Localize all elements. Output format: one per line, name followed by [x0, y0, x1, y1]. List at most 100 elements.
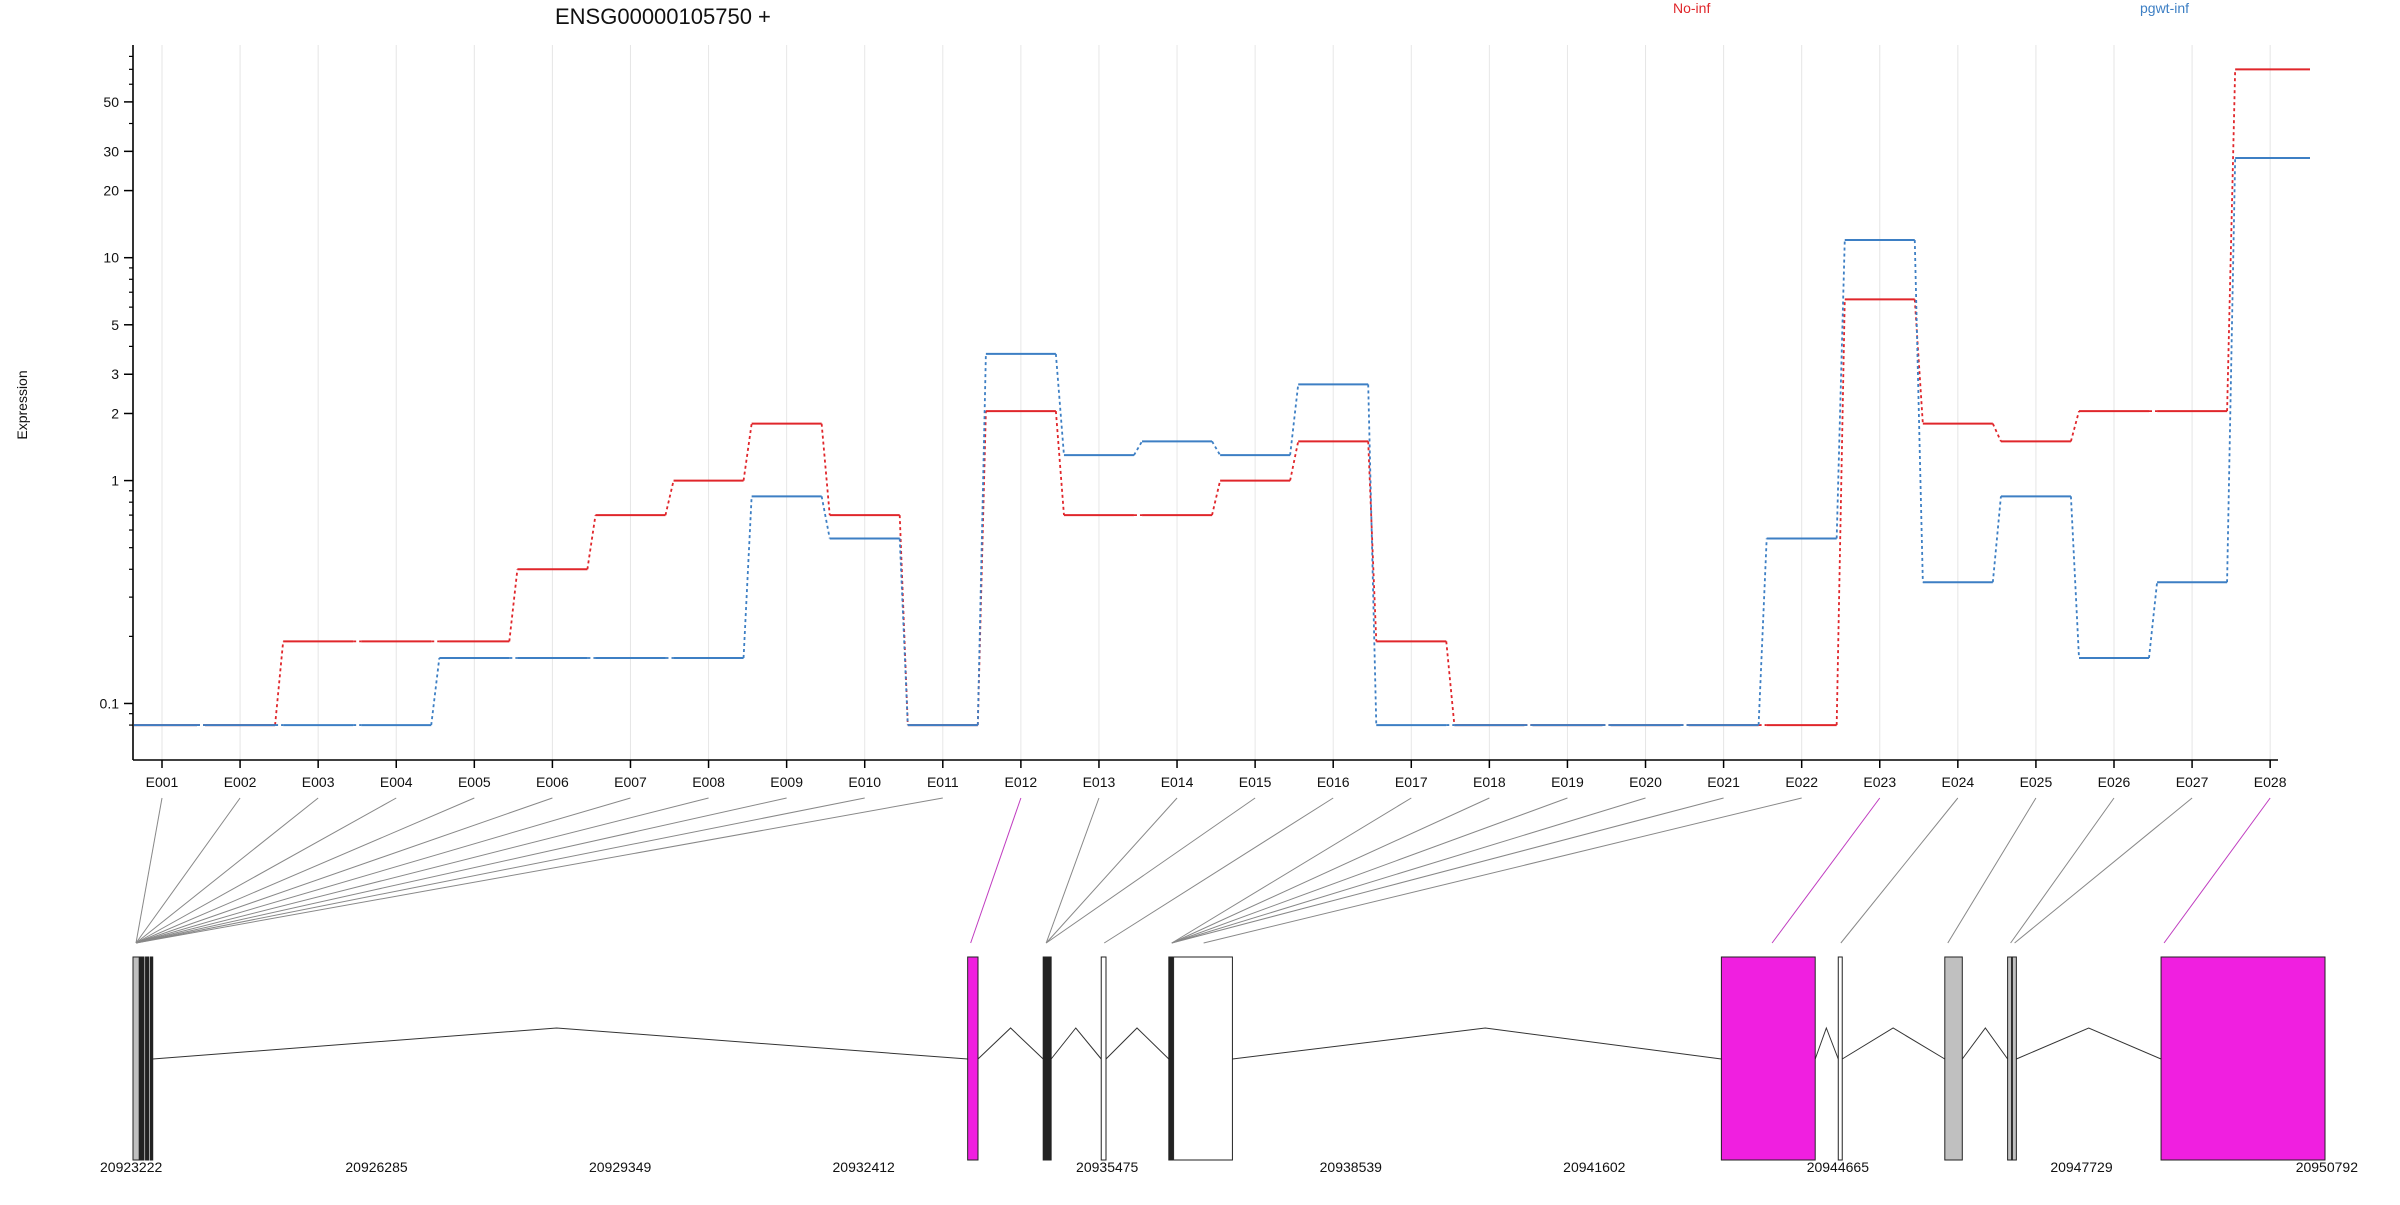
step-E010 [898, 538, 909, 726]
connector-E011 [135, 797, 943, 944]
x-tick-label: E007 [614, 774, 647, 790]
y-tick-label: 0.1 [100, 695, 120, 711]
x-tick-label: E014 [1161, 774, 1194, 790]
x-tick-label: E019 [1551, 774, 1584, 790]
intron-2 [1050, 1027, 1102, 1060]
connector-E014 [1045, 797, 1178, 944]
x-tick-label: E012 [1005, 774, 1038, 790]
connector-E026 [2010, 797, 2115, 944]
step-E024 [1991, 496, 2002, 583]
step-E008 [742, 496, 753, 659]
connector-E021 [1171, 797, 1724, 944]
genomic-tick-label: 20923222 [100, 1159, 163, 1175]
connector-E012 [970, 797, 1022, 944]
genomic-tick-label: 20929349 [589, 1159, 652, 1175]
connector-E002 [135, 797, 241, 944]
intron-1 [977, 1027, 1044, 1060]
x-tick-label: E008 [692, 774, 725, 790]
step-E025 [2070, 496, 2080, 659]
step-E017 [1445, 641, 1456, 726]
connector-E020 [1171, 797, 1646, 944]
x-tick-label: E010 [848, 774, 881, 790]
step-E007 [664, 480, 675, 516]
connector-E005 [135, 797, 475, 944]
exon-block-E009 [145, 956, 150, 1161]
exon-connectors [135, 797, 2271, 944]
step-E012 [1054, 353, 1065, 456]
step-E005 [508, 569, 519, 642]
connector-E013 [1045, 797, 1100, 944]
step-E002 [274, 641, 285, 726]
x-tick-label: E021 [1707, 774, 1740, 790]
step-E027 [2226, 158, 2237, 583]
x-tick-label: E011 [927, 774, 959, 790]
y-tick-label: 50 [103, 94, 119, 110]
x-tick-label: E022 [1785, 774, 1818, 790]
step-E023 [1913, 240, 1924, 583]
x-axis: E001 E002 E003 E004 E005 E006 E007 E008 E009 E010… [133, 759, 2287, 790]
step-E004 [430, 657, 441, 726]
exon-block-E011 [149, 956, 154, 1161]
series-pgwt-inf [134, 157, 2310, 727]
x-tick-label: E009 [770, 774, 803, 790]
x-tick-label: E027 [2176, 774, 2209, 790]
step-E024 [1992, 423, 2002, 442]
step-E009 [820, 423, 831, 516]
step-E025 [2070, 410, 2080, 442]
step-E021 [1757, 538, 1768, 726]
genomic-tick-label: 20947729 [2050, 1159, 2113, 1175]
exon-block-E002 [139, 956, 145, 1161]
x-tick-label: E004 [380, 774, 413, 790]
y-tick-label: 30 [103, 143, 119, 159]
intron-0 [152, 1027, 968, 1060]
x-tick-label: E028 [2254, 774, 2287, 790]
y-axis-label: Expression [14, 370, 30, 439]
exon-block-E015 [1100, 956, 1107, 1161]
step-E012 [1054, 411, 1065, 516]
exon-block-E013 [1042, 956, 1048, 1161]
connector-E009 [135, 797, 787, 944]
y-tick-label: 20 [103, 183, 119, 199]
legend-no-inf: No-inf [1673, 0, 1710, 16]
x-tick-label: E003 [302, 774, 335, 790]
connector-E015 [1045, 797, 1256, 944]
connector-E008 [135, 797, 709, 944]
x-tick-label: E002 [224, 774, 257, 790]
x-tick-label: E016 [1317, 774, 1350, 790]
exon-block-E024 [1837, 956, 1843, 1161]
y-tick-label: 5 [111, 317, 119, 333]
connector-E007 [135, 797, 631, 944]
exon-block-E017 [1173, 956, 1233, 1161]
genomic-tick-label: 20938539 [1320, 1159, 1383, 1175]
y-tick-label: 1 [111, 473, 119, 489]
step-E014 [1211, 480, 1221, 516]
connector-E028 [2163, 797, 2271, 944]
connector-E023 [1771, 797, 1881, 944]
genomic-tick-label: 20950792 [2296, 1159, 2359, 1175]
y-tick-label: 2 [111, 405, 119, 421]
step-E013 [1133, 440, 1143, 456]
step-E015 [1289, 441, 1300, 481]
connector-E004 [135, 797, 397, 944]
genomic-tick-label: 20944665 [1807, 1159, 1870, 1175]
x-tick-label: E024 [1941, 774, 1974, 790]
gridlines [161, 45, 2271, 760]
genomic-tick-label: 20941602 [1563, 1159, 1626, 1175]
step-E016 [1367, 384, 1378, 726]
intron-4 [1232, 1027, 1722, 1060]
connector-E003 [135, 797, 319, 944]
genomic-tick-label: 20932412 [833, 1159, 896, 1175]
x-tick-label: E017 [1395, 774, 1428, 790]
connector-E016 [1103, 797, 1334, 944]
intron-6 [1841, 1027, 1946, 1060]
intron-8 [2016, 1027, 2162, 1060]
x-tick-label: E020 [1629, 774, 1662, 790]
step-E027 [2226, 69, 2237, 412]
x-tick-label: E001 [146, 774, 179, 790]
series-No-inf [134, 68, 2310, 727]
connector-E027 [2014, 797, 2193, 944]
step-E022 [1835, 240, 1846, 539]
step-E011 [976, 353, 987, 726]
legend-pgwt-inf: pgwt-inf [2140, 0, 2189, 16]
